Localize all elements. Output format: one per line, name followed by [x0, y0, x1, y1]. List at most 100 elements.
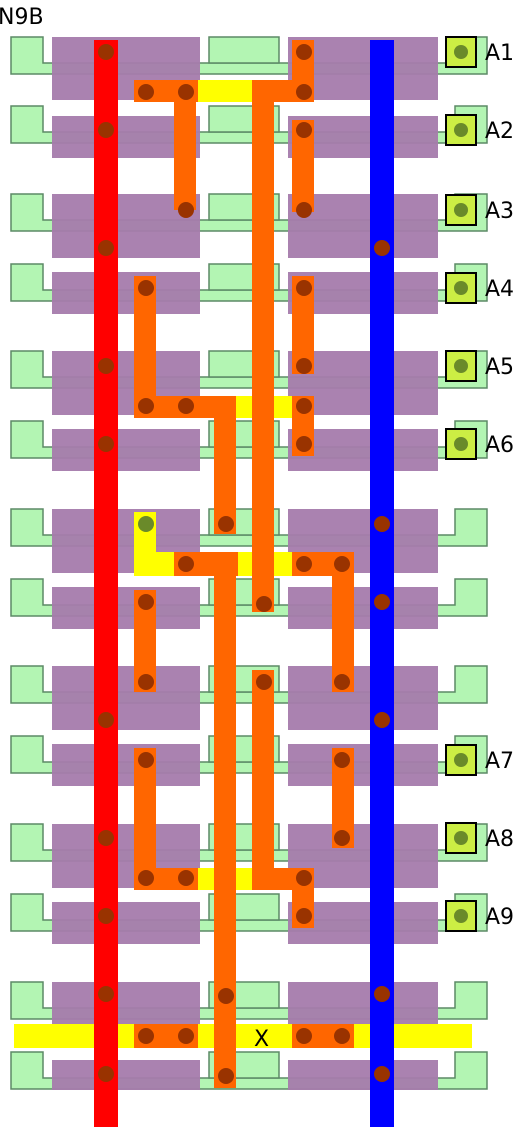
poly-band [52, 429, 200, 471]
gate-contact-strip [196, 80, 256, 102]
via-contact [256, 596, 272, 612]
via-contact [374, 240, 390, 256]
poly-band [288, 744, 438, 786]
via-contact [374, 986, 390, 1002]
pin-label-a5: A5 [485, 355, 514, 380]
via-contact [296, 84, 312, 100]
metal-wire [214, 396, 236, 534]
via-contact [98, 908, 114, 924]
via-contact [178, 398, 194, 414]
via-contact [218, 516, 234, 532]
via-contact [138, 594, 154, 610]
poly-band [52, 744, 200, 786]
via-layer [98, 44, 390, 1084]
via-contact [218, 988, 234, 1004]
metal-wire [252, 80, 274, 612]
via-contact [334, 752, 350, 768]
pin-label-a4: A4 [485, 277, 514, 302]
via-contact [178, 556, 194, 572]
pin-label-a3: A3 [485, 199, 514, 224]
input-pin-a2[interactable] [445, 114, 477, 146]
via-contact [334, 1028, 350, 1044]
power-rails [94, 40, 394, 1127]
input-pin-a6[interactable] [445, 428, 477, 460]
pin-label-a1: A1 [485, 41, 514, 66]
via-contact [296, 44, 312, 60]
poly-band [52, 272, 200, 314]
vdd-rail [94, 40, 118, 1127]
via-contact [296, 870, 312, 886]
metal-wire [134, 748, 156, 890]
via-contact [334, 830, 350, 846]
metal-wire [214, 552, 236, 888]
pin-layer [445, 36, 477, 932]
input-pin-a7[interactable] [445, 744, 477, 776]
poly-band [288, 666, 438, 730]
input-pin-a9[interactable] [445, 900, 477, 932]
metal-wire [252, 670, 274, 890]
poly-band [52, 666, 200, 730]
via-contact [138, 1028, 154, 1044]
via-contact [138, 280, 154, 296]
poly-band [288, 1060, 438, 1090]
pin-dot [454, 281, 468, 295]
poly-band [52, 1060, 200, 1090]
via-contact [296, 908, 312, 924]
pin-label-a2: A2 [485, 119, 514, 144]
metal-wire [332, 552, 354, 692]
via-contact [178, 202, 194, 218]
metal-wire [214, 888, 236, 1088]
via-contact [296, 398, 312, 414]
poly-band [52, 587, 200, 629]
via-contact [98, 436, 114, 452]
via-contact [296, 436, 312, 452]
metal-wire [292, 120, 314, 212]
via-contact [374, 712, 390, 728]
pin-box [445, 900, 477, 932]
input-pin-a3[interactable] [445, 194, 477, 226]
label-layer: N9B X A1 A2 A3 A4 A5 A6 A7 A8 A9 [0, 5, 514, 1052]
pin-dot [454, 909, 468, 923]
via-contact [98, 122, 114, 138]
gate-contact-strip [14, 1024, 472, 1048]
pin-dot [454, 123, 468, 137]
via-contact [98, 240, 114, 256]
input-pin-a1[interactable] [445, 36, 477, 68]
output-label-x: X [254, 1027, 269, 1052]
metal-wire [332, 748, 354, 848]
via-contact [296, 122, 312, 138]
via-contact [98, 830, 114, 846]
via-contact [138, 674, 154, 690]
metal-wire [134, 590, 156, 692]
via-contact [138, 870, 154, 886]
poly-band [288, 587, 438, 629]
pin-dot [454, 831, 468, 845]
via-contact [98, 986, 114, 1002]
via-contact [178, 84, 194, 100]
via-contact [296, 1028, 312, 1044]
cell-name: N9B [0, 5, 44, 30]
pin-box [445, 194, 477, 226]
via-contact [98, 712, 114, 728]
via-contact [296, 556, 312, 572]
pin-dot [454, 203, 468, 217]
via-contact [178, 870, 194, 886]
metal-wire [174, 80, 196, 210]
gnd-rail [370, 40, 394, 1127]
input-pin-a5[interactable] [445, 350, 477, 382]
via-contact [334, 674, 350, 690]
via-contact [178, 1028, 194, 1044]
pin-label-a6: A6 [485, 433, 514, 458]
pin-dot [454, 359, 468, 373]
pin-dot [454, 753, 468, 767]
via-contact [138, 398, 154, 414]
input-pin-a4[interactable] [445, 272, 477, 304]
via-contact [296, 358, 312, 374]
via-contact [138, 752, 154, 768]
poly-band [52, 902, 200, 944]
pin-label-a9: A9 [485, 905, 514, 930]
metal-wire [292, 276, 314, 374]
input-pin-a8[interactable] [445, 822, 477, 854]
pin-label-a8: A8 [485, 827, 514, 852]
